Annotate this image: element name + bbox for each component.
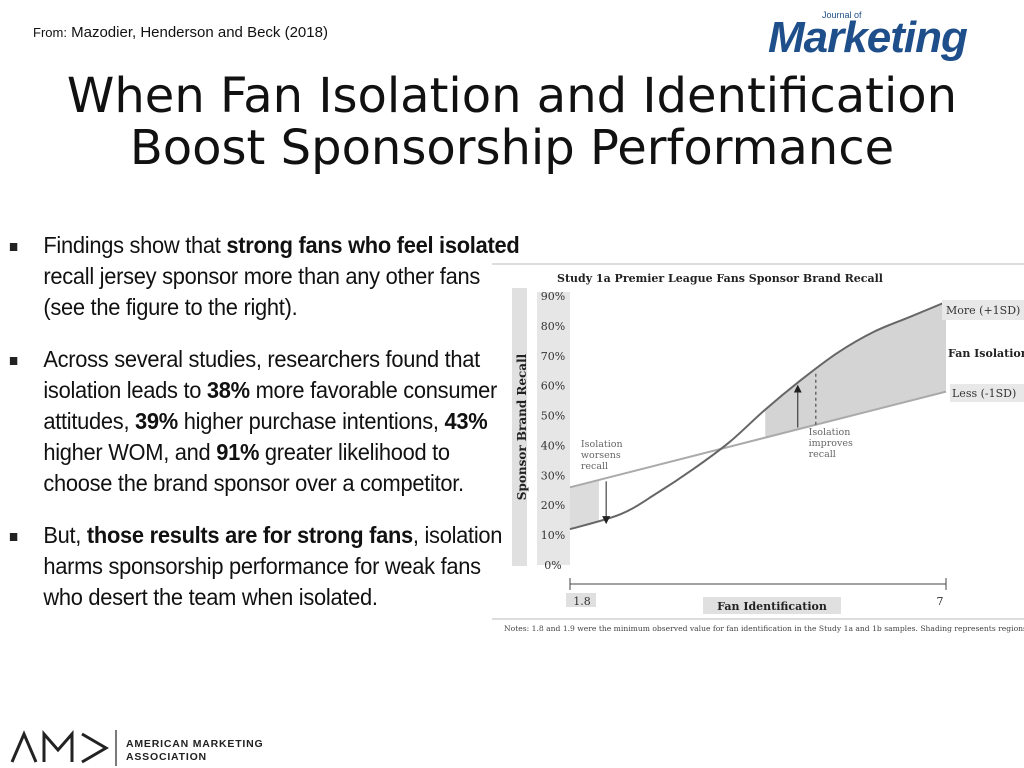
bullet-text: greater likelihood to choose the brand s…	[43, 439, 464, 496]
ylabel-band	[512, 288, 527, 566]
ama-arrow-mark	[81, 732, 109, 764]
chart-note-box: Notes: 1.8 and 1.9 were the minimum obse…	[504, 624, 1024, 633]
legend-more-band	[942, 300, 1024, 320]
bullet-item: But, those results are for strong fans, …	[8, 520, 520, 613]
ama-logo: AMERICAN MARKETING ASSOCIATION	[10, 730, 263, 766]
bullet-bold-text: 38%	[206, 377, 250, 403]
annotation-improves: Isolation improves recall	[809, 427, 853, 460]
chart-title: Study 1a Premier League Fans Sponsor Bra…	[557, 272, 883, 285]
y-axis-label: Sponsor Brand Recall	[515, 353, 529, 500]
logo-big-text: Marketing	[768, 13, 968, 62]
recall-chart: Study 1a Premier League Fans Sponsor Bra…	[492, 263, 1024, 633]
bullet-text: higher WOM, and	[43, 439, 217, 465]
legend-less: Less (-1SD)	[952, 387, 1016, 400]
title-line-2: Boost Sponsorship Performance	[129, 120, 895, 176]
y-tick-label: 70%	[541, 350, 565, 363]
legend-less-band	[950, 384, 1024, 402]
xtick-left-band	[566, 593, 596, 607]
source-label: From:	[33, 25, 67, 40]
ytick-band	[537, 292, 570, 565]
bullet-bold-text: strong fans who feel isolated	[226, 232, 520, 258]
plot-area: Isolation worsens recall Isolation improves r…	[569, 300, 1024, 531]
y-tick-label: 30%	[541, 469, 565, 482]
bullet-marker	[9, 357, 18, 365]
bullet-text: recall jersey sponsor more than any othe…	[43, 263, 480, 320]
x-axis-label: Fan Identification	[717, 600, 827, 613]
bullet-text: more favorable consumer attitudes,	[43, 377, 498, 434]
logo-small-text: Journal of	[822, 10, 862, 20]
ama-m-mark	[42, 730, 74, 762]
source-text: Mazodier, Henderson and Beck (2018)	[71, 24, 328, 41]
series-line-less	[569, 390, 947, 489]
annotation-worsens: Isolation worsens recall	[581, 439, 623, 472]
ama-a-mark	[10, 730, 38, 763]
y-tick-label: 10%	[541, 529, 565, 542]
legend-more: More (+1SD)	[946, 304, 1020, 317]
legend-title: Fan Isolation	[948, 347, 1024, 360]
bullet-text: , isolation harms sponsorship performanc…	[43, 522, 503, 610]
ama-name-line-2: ASSOCIATION	[126, 751, 207, 763]
bullet-text: Across several studies, researchers foun…	[43, 346, 480, 403]
bullet-marker	[9, 533, 18, 541]
y-tick-label: 80%	[541, 320, 565, 333]
source-citation: From: Mazodier, Henderson and Beck (2018…	[33, 24, 328, 41]
title-line-1: When Fan Isolation and Identification	[66, 68, 958, 124]
y-tick-label: 90%	[541, 290, 565, 303]
series-line-more	[569, 301, 947, 531]
journal-of-marketing-logo: Journal of Marketing	[768, 10, 969, 62]
chart-note: Notes: 1.8 and 1.9 were the minimum obse…	[504, 624, 1024, 633]
xlabel-band	[703, 597, 841, 614]
y-tick-label: 50%	[541, 410, 565, 423]
x-tick-label-left: 1.8	[573, 595, 591, 608]
bullet-list: Findings show that strong fans who feel …	[8, 230, 520, 634]
bullet-bold-text: 91%	[216, 439, 260, 465]
bullet-bold-text: 39%	[135, 408, 178, 434]
shade-improves-region	[765, 301, 946, 438]
bullet-marker	[9, 243, 18, 251]
page-title: When Fan Isolation and Identification Bo…	[0, 70, 1024, 174]
bullet-bold-text: 43%	[444, 408, 488, 434]
x-tick-label-right: 7	[937, 595, 944, 608]
y-tick-label: 0%	[544, 559, 561, 572]
ama-name-line-1: AMERICAN MARKETING	[126, 738, 263, 750]
bullet-bold-text: those results are for strong fans	[86, 522, 413, 548]
bullet-text: But,	[43, 522, 87, 548]
y-tick-label: 20%	[541, 499, 565, 512]
bullet-item: Findings show that strong fans who feel …	[8, 230, 520, 323]
shade-worsens-region	[570, 479, 599, 530]
bullet-text: higher purchase intentions,	[177, 408, 445, 434]
y-tick-label: 60%	[541, 380, 565, 393]
bullet-text: Findings show that	[43, 232, 227, 258]
bullet-item: Across several studies, researchers foun…	[8, 344, 520, 499]
y-ticks: 0% 10% 20% 30% 40% 50% 60% 70% 80% 90%	[541, 290, 565, 572]
y-tick-label: 40%	[541, 439, 565, 452]
